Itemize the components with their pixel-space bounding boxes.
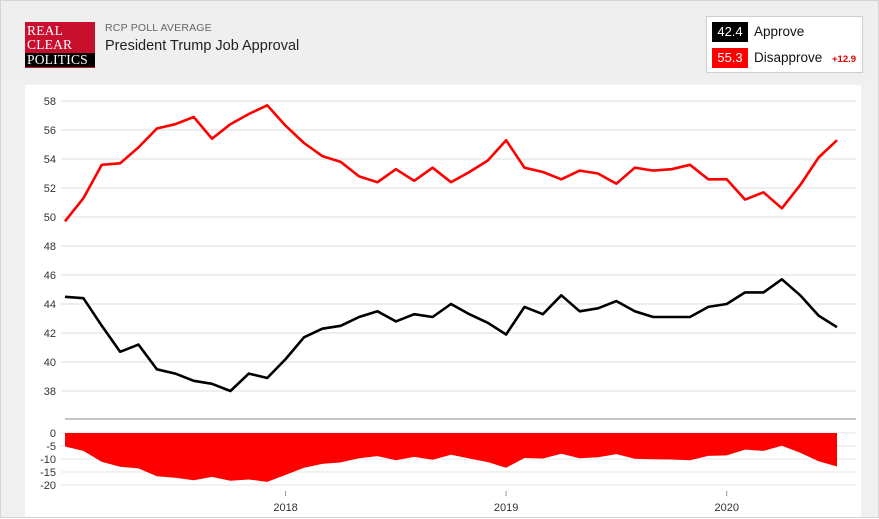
x-tick-label: 2018 xyxy=(273,502,297,514)
y-tick-label: 54 xyxy=(44,154,56,166)
series-line-approve xyxy=(64,277,838,393)
y-tick-label: 44 xyxy=(44,299,56,311)
series-line-disapprove xyxy=(63,104,838,223)
legend-approve[interactable]: 42.4 Approve xyxy=(712,22,804,42)
x-tick-label: 2020 xyxy=(714,502,738,514)
y-tick-label: 42 xyxy=(44,328,56,340)
spread-y-tick-label: 0 xyxy=(50,428,56,440)
disapprove-value: 55.3 xyxy=(712,48,748,68)
rcp-logo[interactable]: REAL CLEAR POLITICS xyxy=(25,22,95,68)
spread-value: +12.9 xyxy=(832,54,857,65)
y-tick-label: 52 xyxy=(44,183,56,195)
logo-line-clear: CLEAR xyxy=(27,37,73,52)
spread-area xyxy=(65,433,837,482)
y-tick-label: 48 xyxy=(44,241,56,253)
approve-label: Approve xyxy=(754,24,805,39)
chart-kicker: RCP POLL AVERAGE xyxy=(105,22,212,34)
approve-value: 42.4 xyxy=(712,22,748,42)
header: REAL CLEAR POLITICS RCP POLL AVERAGE Pre… xyxy=(1,1,878,83)
disapprove-label: Disapprove xyxy=(754,50,823,65)
y-tick-label: 50 xyxy=(44,212,56,224)
legend: 42.4 Approve 55.3 Disapprove +12.9 xyxy=(706,16,863,73)
x-tick-label: 2019 xyxy=(494,502,518,514)
y-tick-label: 40 xyxy=(44,357,56,369)
spread-y-tick-label: -5 xyxy=(46,441,56,453)
y-tick-label: 46 xyxy=(44,270,56,282)
spread-y-tick-label: -15 xyxy=(40,467,56,479)
y-tick-label: 56 xyxy=(44,125,56,137)
logo-line-politics: POLITICS xyxy=(25,53,95,67)
legend-disapprove[interactable]: 55.3 Disapprove +12.9 xyxy=(712,48,856,68)
chart-title: President Trump Job Approval xyxy=(105,38,300,54)
y-tick-label: 38 xyxy=(44,386,56,398)
spread-y-tick-label: -20 xyxy=(40,480,56,492)
spread-y-tick-label: -10 xyxy=(40,454,56,466)
logo-line-real: REAL xyxy=(27,23,64,38)
y-tick-label: 58 xyxy=(44,96,56,108)
